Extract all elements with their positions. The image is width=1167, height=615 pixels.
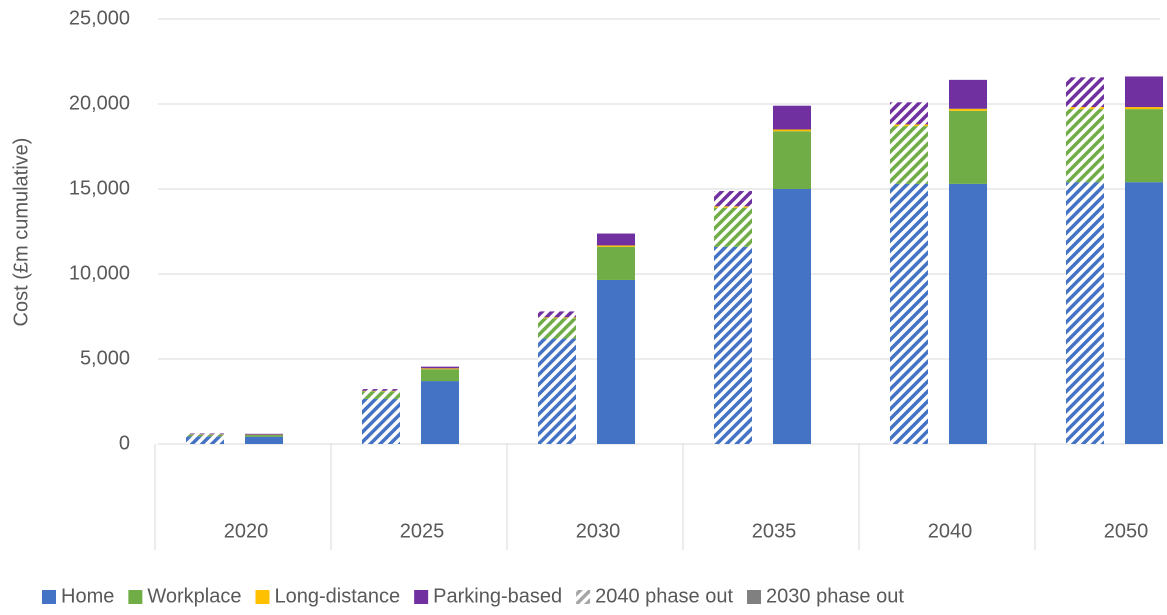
bar-segment [538, 318, 576, 339]
legend-label: Long-distance [274, 585, 400, 607]
bar-segment [714, 191, 752, 207]
bar-segment [1125, 109, 1163, 183]
bar-segment [890, 102, 928, 125]
bar-segment [597, 233, 635, 246]
bar-segment [186, 436, 224, 444]
bar-segment [421, 366, 459, 369]
bar-segment [421, 381, 459, 444]
legend-label: 2040 phase out [595, 585, 733, 607]
bar-segment [773, 129, 811, 132]
bar-segment [362, 389, 400, 391]
bar-segment [362, 398, 400, 444]
bar-segment [245, 436, 283, 444]
y-tick-label: 20,000 [69, 92, 130, 114]
bar-segment [890, 124, 928, 127]
x-tick-label: 2020 [224, 520, 269, 542]
bar-segment [949, 183, 987, 444]
legend-swatch [576, 590, 591, 604]
bar-segment [186, 434, 224, 437]
bar-segment [773, 105, 811, 130]
legend-swatch [414, 590, 429, 604]
legend-label: Workplace [147, 585, 241, 607]
bar-segment [245, 433, 283, 435]
bar-segment [538, 311, 576, 318]
bar-segment [538, 338, 576, 444]
bar-segment [1125, 107, 1163, 110]
bar-segment [890, 126, 928, 184]
bar-segment [1066, 107, 1104, 110]
legend-label: Parking-based [433, 585, 562, 607]
bar-segment [362, 391, 400, 399]
bar-segment [714, 207, 752, 247]
x-tick-label: 2040 [928, 520, 973, 542]
y-tick-label: 5,000 [80, 347, 130, 369]
legend-label: Home [61, 585, 114, 607]
bar-segment [949, 79, 987, 109]
bar-segment [597, 245, 635, 247]
legend-swatch [747, 590, 762, 604]
x-tick-label: 2030 [576, 520, 621, 542]
bar-segment [538, 317, 576, 319]
x-tick-label: 2035 [752, 520, 797, 542]
bar-segment [773, 131, 811, 189]
bar-segment [1066, 182, 1104, 444]
bar-segment [186, 433, 224, 435]
y-axis-title: Cost (£m cumulative) [10, 138, 32, 327]
bar-segment [597, 246, 635, 280]
bar-segment [421, 368, 459, 370]
legend-label: 2030 phase out [766, 585, 904, 607]
bar-segment [1066, 77, 1104, 108]
bar-segment [1066, 109, 1104, 183]
x-tick-label: 2025 [400, 520, 445, 542]
legend-swatch [42, 590, 56, 604]
bar-segment [597, 279, 635, 444]
y-tick-label: 0 [119, 432, 130, 454]
bar-segment [1125, 182, 1163, 444]
bar-segment [773, 189, 811, 444]
legend-swatch [128, 590, 143, 604]
bar-segment [362, 390, 400, 392]
bar-segment [890, 183, 928, 444]
y-tick-label: 10,000 [69, 262, 130, 284]
legend-swatch [255, 590, 270, 604]
bar-segment [714, 246, 752, 444]
bar-segment [949, 110, 987, 184]
bar-segment [949, 108, 987, 111]
bar-segment [245, 434, 283, 437]
x-tick-label: 2050 [1104, 520, 1149, 542]
bar-segment [1125, 76, 1163, 108]
y-tick-label: 15,000 [69, 177, 130, 199]
bar-segment [714, 206, 752, 208]
y-tick-label: 25,000 [69, 7, 130, 29]
bar-segment [421, 369, 459, 382]
